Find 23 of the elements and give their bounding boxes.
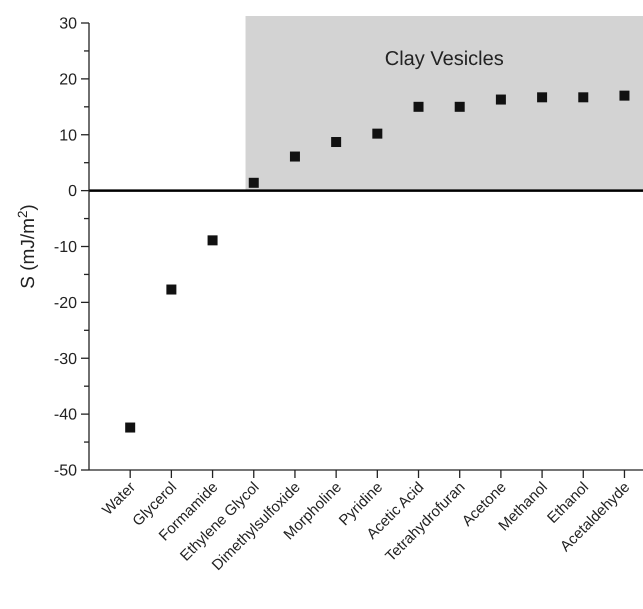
y-tick-label: 0 (68, 183, 78, 200)
point (454, 102, 465, 112)
band-label: Clay Vesicles (384, 48, 504, 70)
y-tick-label: 20 (59, 71, 78, 88)
point (248, 178, 259, 188)
point (372, 128, 382, 139)
point (537, 92, 548, 102)
point (125, 422, 136, 433)
point (331, 137, 342, 148)
y-tick-label: -50 (54, 462, 78, 480)
y-tick-label: 10 (59, 127, 78, 144)
y-tick-label: -20 (54, 294, 78, 312)
point (414, 102, 424, 112)
point (208, 235, 218, 246)
y-tick-label: -30 (54, 350, 78, 368)
point (496, 94, 506, 105)
y-tick-label: 30 (59, 16, 78, 33)
point (578, 92, 588, 102)
point (166, 284, 176, 295)
point (290, 152, 300, 162)
y-tick-label: -40 (54, 406, 78, 424)
point (619, 90, 630, 101)
y-tick-label: -10 (54, 239, 78, 256)
